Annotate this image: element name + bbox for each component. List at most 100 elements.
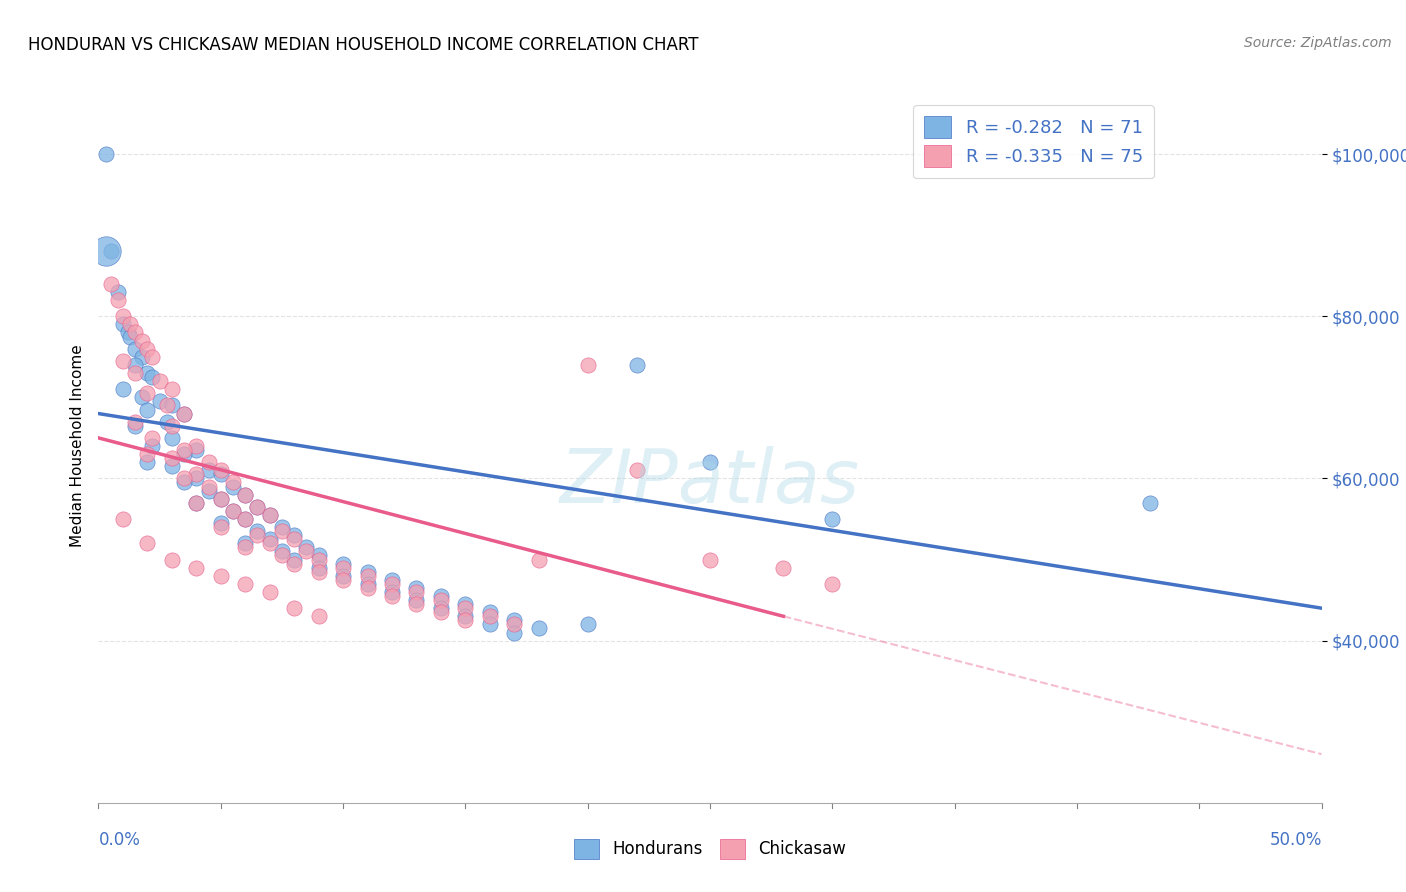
Legend: Hondurans, Chickasaw: Hondurans, Chickasaw bbox=[568, 832, 852, 866]
Point bbox=[111, 382, 134, 396]
Point bbox=[356, 577, 378, 591]
Point bbox=[259, 536, 281, 550]
Point bbox=[246, 500, 269, 514]
Point bbox=[131, 350, 153, 364]
Point bbox=[381, 589, 404, 603]
Point bbox=[503, 617, 526, 632]
Point bbox=[131, 334, 153, 348]
Point bbox=[173, 447, 195, 461]
Point bbox=[233, 488, 256, 502]
Point bbox=[124, 342, 146, 356]
Point bbox=[626, 358, 648, 372]
Point bbox=[233, 541, 256, 555]
Point bbox=[107, 293, 129, 307]
Text: ZIPatlas: ZIPatlas bbox=[560, 446, 860, 517]
Point bbox=[186, 443, 208, 458]
Point bbox=[821, 577, 844, 591]
Point bbox=[233, 512, 256, 526]
Point bbox=[527, 552, 550, 566]
Point bbox=[283, 533, 305, 547]
Point bbox=[222, 479, 245, 493]
Point bbox=[141, 431, 163, 445]
Point bbox=[197, 479, 219, 493]
Point bbox=[246, 524, 269, 538]
Point bbox=[149, 394, 172, 409]
Point bbox=[186, 439, 208, 453]
Point bbox=[405, 593, 427, 607]
Point bbox=[233, 536, 256, 550]
Point bbox=[156, 399, 179, 413]
Point bbox=[295, 541, 318, 555]
Point bbox=[120, 318, 142, 332]
Point bbox=[259, 585, 281, 599]
Point bbox=[503, 625, 526, 640]
Point bbox=[270, 549, 294, 563]
Point bbox=[173, 471, 195, 485]
Point bbox=[454, 609, 477, 624]
Point bbox=[124, 418, 146, 433]
Point bbox=[308, 560, 330, 574]
Point bbox=[136, 366, 159, 380]
Point bbox=[259, 508, 281, 522]
Point bbox=[821, 512, 844, 526]
Point bbox=[430, 593, 453, 607]
Point bbox=[478, 617, 501, 632]
Point bbox=[772, 560, 794, 574]
Point bbox=[308, 552, 330, 566]
Point bbox=[626, 463, 648, 477]
Point bbox=[197, 483, 219, 498]
Point bbox=[186, 496, 208, 510]
Point bbox=[454, 597, 477, 611]
Text: Source: ZipAtlas.com: Source: ZipAtlas.com bbox=[1244, 36, 1392, 50]
Point bbox=[111, 512, 134, 526]
Point bbox=[120, 329, 142, 343]
Point bbox=[186, 496, 208, 510]
Point bbox=[527, 622, 550, 636]
Point bbox=[270, 524, 294, 538]
Point bbox=[478, 609, 501, 624]
Point bbox=[111, 310, 134, 324]
Point bbox=[160, 418, 183, 433]
Point bbox=[430, 601, 453, 615]
Point bbox=[478, 605, 501, 619]
Point bbox=[283, 557, 305, 571]
Point bbox=[270, 520, 294, 534]
Point bbox=[430, 589, 453, 603]
Point bbox=[283, 552, 305, 566]
Point bbox=[332, 573, 354, 587]
Y-axis label: Median Household Income: Median Household Income bbox=[69, 344, 84, 548]
Point bbox=[197, 455, 219, 469]
Point bbox=[222, 475, 245, 490]
Point bbox=[381, 585, 404, 599]
Point bbox=[308, 609, 330, 624]
Point bbox=[209, 516, 232, 530]
Point bbox=[136, 386, 159, 401]
Point bbox=[270, 544, 294, 558]
Point bbox=[381, 577, 404, 591]
Point bbox=[454, 601, 477, 615]
Point bbox=[124, 415, 146, 429]
Point bbox=[222, 504, 245, 518]
Point bbox=[160, 459, 183, 474]
Point bbox=[430, 605, 453, 619]
Point bbox=[186, 467, 208, 482]
Point bbox=[141, 370, 163, 384]
Point bbox=[503, 613, 526, 627]
Point bbox=[246, 500, 269, 514]
Point bbox=[94, 244, 117, 259]
Point bbox=[405, 581, 427, 595]
Point bbox=[405, 585, 427, 599]
Point bbox=[100, 244, 122, 259]
Point bbox=[141, 350, 163, 364]
Point bbox=[259, 508, 281, 522]
Point bbox=[136, 402, 159, 417]
Point bbox=[356, 581, 378, 595]
Point bbox=[117, 326, 139, 340]
Point bbox=[186, 560, 208, 574]
Point bbox=[332, 568, 354, 582]
Point bbox=[149, 374, 172, 388]
Point bbox=[233, 512, 256, 526]
Point bbox=[111, 354, 134, 368]
Point bbox=[295, 544, 318, 558]
Point bbox=[332, 560, 354, 574]
